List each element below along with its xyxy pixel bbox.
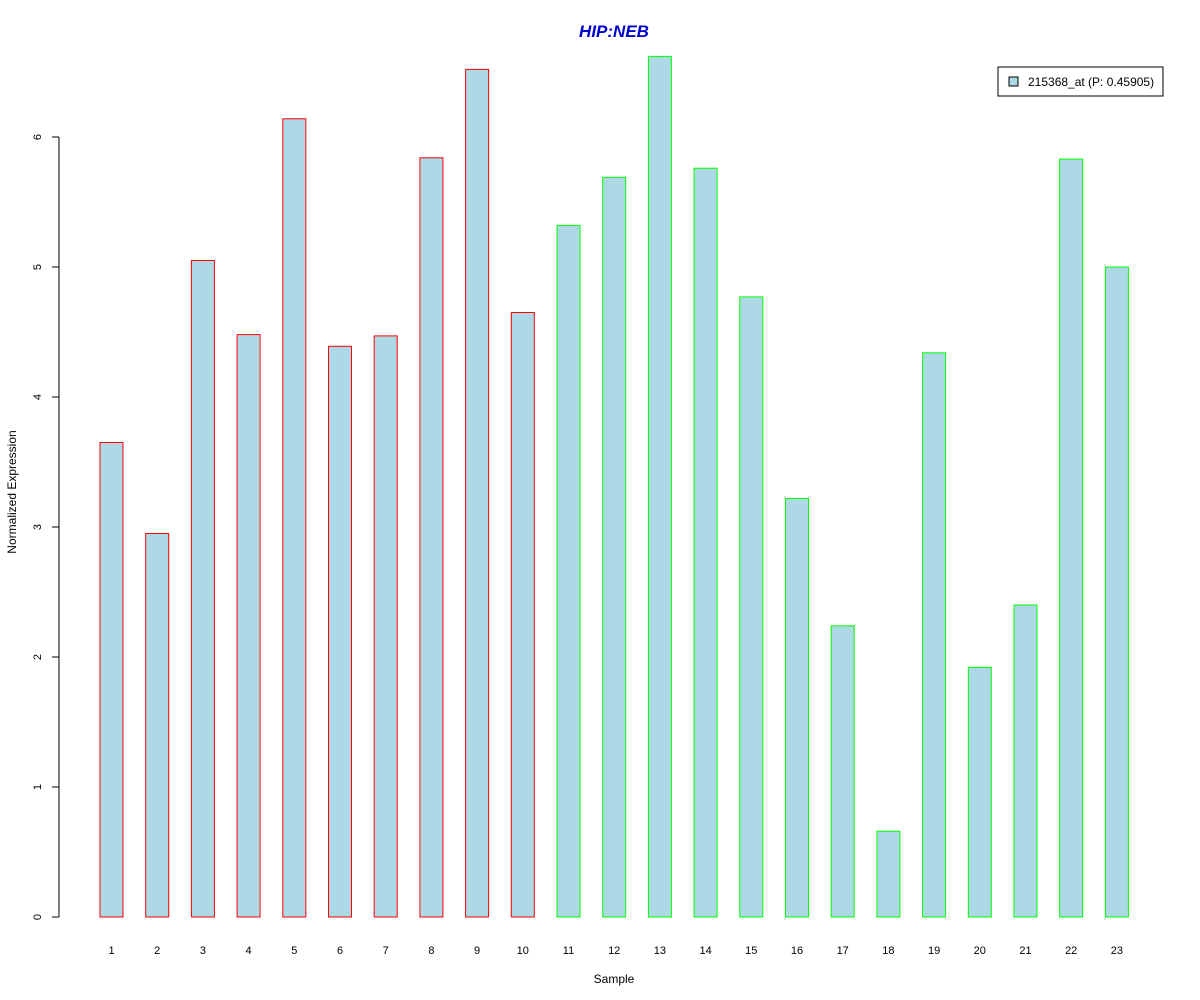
x-tick-label: 22 bbox=[1065, 945, 1077, 957]
x-tick-label: 15 bbox=[745, 945, 757, 957]
x-tick-label: 9 bbox=[474, 945, 480, 957]
bar-sample-12 bbox=[602, 176, 627, 918]
y-tick-label: 1 bbox=[32, 784, 44, 790]
y-tick-label: 2 bbox=[32, 654, 44, 660]
x-tick-label: 13 bbox=[654, 945, 666, 957]
x-tick-label: 5 bbox=[291, 945, 297, 957]
x-tick-labels: 1 2 3 4 5 6 7 8 9 10 11 12 13 14 15 16 17 18 19 20 21 22 23 bbox=[108, 945, 1123, 957]
y-axis-label: Normalized Expression bbox=[5, 430, 19, 553]
x-axis-label: Sample bbox=[594, 972, 635, 986]
bar-sample-21 bbox=[1013, 604, 1038, 918]
bar-sample-5 bbox=[282, 118, 307, 918]
legend-entry-label: 215368_at (P: 0.45905) bbox=[1028, 75, 1154, 89]
bar-sample-16 bbox=[785, 497, 809, 918]
x-tick-label: 7 bbox=[383, 945, 389, 957]
x-tick-label: 6 bbox=[337, 945, 343, 957]
bar-sample-15 bbox=[739, 296, 764, 918]
bar-sample-18 bbox=[876, 830, 901, 918]
bar-sample-1 bbox=[99, 442, 124, 918]
bar-sample-11 bbox=[556, 224, 581, 918]
bar-sample-19 bbox=[922, 352, 947, 918]
x-tick-label: 4 bbox=[246, 945, 252, 957]
bar-sample-14 bbox=[693, 167, 718, 918]
chart-title: HIP:NEB bbox=[579, 22, 649, 41]
x-tick-label: 3 bbox=[200, 945, 206, 957]
x-tick-label: 8 bbox=[428, 945, 434, 957]
y-tick-label: 5 bbox=[32, 264, 44, 270]
x-tick-label: 16 bbox=[791, 945, 803, 957]
x-tick-label: 18 bbox=[882, 945, 894, 957]
bar-sample-4 bbox=[236, 334, 261, 918]
bars-group bbox=[99, 55, 1129, 918]
y-tick-label: 6 bbox=[32, 134, 44, 140]
bar-sample-6 bbox=[328, 345, 352, 918]
x-tick-label: 10 bbox=[517, 945, 529, 957]
bar-sample-2 bbox=[145, 533, 170, 918]
x-tick-label: 20 bbox=[974, 945, 986, 957]
x-tick-label: 17 bbox=[837, 945, 849, 957]
legend-box bbox=[997, 66, 1164, 97]
bar-sample-17 bbox=[830, 625, 855, 918]
bar-sample-20 bbox=[967, 666, 992, 918]
bar-sample-7 bbox=[373, 335, 398, 918]
y-tick-label: 3 bbox=[32, 524, 44, 530]
bar-sample-8 bbox=[419, 157, 444, 918]
bar-sample-23 bbox=[1104, 266, 1129, 918]
bar-sample-22 bbox=[1059, 158, 1084, 918]
legend-swatch bbox=[1008, 76, 1019, 87]
x-tick-label: 11 bbox=[563, 945, 574, 957]
bar-sample-9 bbox=[465, 68, 490, 918]
bar-sample-13 bbox=[647, 55, 672, 918]
y-tick-label: 0 bbox=[32, 914, 44, 920]
x-tick-label: 19 bbox=[928, 945, 940, 957]
x-tick-label: 2 bbox=[154, 945, 160, 957]
y-tick-label: 4 bbox=[32, 394, 44, 400]
x-tick-label: 23 bbox=[1111, 945, 1123, 957]
bar-sample-10 bbox=[510, 312, 535, 918]
x-tick-label: 12 bbox=[608, 945, 620, 957]
y-axis: 0 1 2 3 4 5 6 bbox=[32, 134, 60, 920]
legend: 215368_at (P: 0.45905) bbox=[997, 66, 1164, 97]
x-tick-label: 14 bbox=[699, 945, 711, 957]
x-tick-label: 1 bbox=[108, 945, 114, 957]
bar-sample-3 bbox=[190, 260, 215, 918]
x-tick-label: 21 bbox=[1019, 945, 1031, 957]
